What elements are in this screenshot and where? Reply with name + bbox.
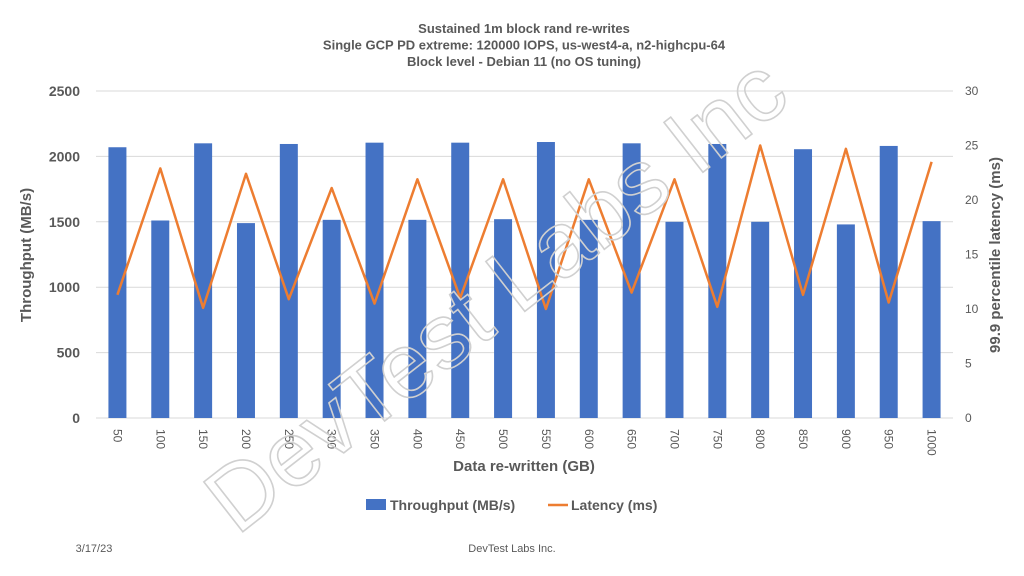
legend: Throughput (MB/s) Latency (ms) [366,497,657,513]
throughput-bar [751,221,770,418]
legend-line-label: Latency (ms) [571,497,657,513]
x-axis-title: Data re-written (GB) [453,458,595,475]
x-tick-label: 600 [582,429,596,449]
chart-title-line: Single GCP PD extreme: 120000 IOPS, us-w… [323,38,726,53]
y2-tick-label: 25 [965,139,979,153]
y2-tick-label: 30 [965,84,979,98]
x-tick-label: 550 [539,429,553,449]
y2-axis-ticks: 0 5 10 15 20 25 30 [965,84,979,425]
throughput-bar [408,219,427,418]
latency-polyline [116,144,933,311]
y-tick-label: 2000 [49,148,80,164]
y-axis-title: Throughput (MB/s) [18,188,35,322]
throughput-bar [794,149,813,418]
throughput-bar [622,143,641,418]
x-tick-label: 950 [882,429,896,449]
throughput-bar [451,142,470,418]
y2-tick-label: 20 [965,193,979,207]
throughput-bar [922,221,941,418]
throughput-bar [494,219,513,418]
legend-bar-swatch [366,499,386,510]
chart-title: Sustained 1m block rand re-writes Single … [323,21,726,69]
y-tick-label: 500 [57,345,81,361]
legend-bar-label: Throughput (MB/s) [390,497,515,513]
x-tick-label: 850 [796,429,810,449]
x-tick-label: 400 [410,429,424,449]
x-tick-label: 250 [282,429,296,449]
x-axis-ticks: 50 100 150 200 250 300 350 400 450 500 550 600 650 70… [110,429,938,456]
x-tick-label: 750 [710,429,724,449]
throughput-bar [665,221,684,418]
x-tick-label: 150 [196,429,210,449]
x-tick-label: 350 [368,429,382,449]
x-tick-label: 200 [239,429,253,449]
latency-line [116,144,933,311]
throughput-bar [279,143,298,418]
throughput-bar [365,142,384,418]
y2-tick-label: 15 [965,248,979,262]
footer-date: 3/17/23 [76,543,113,555]
x-tick-label: 800 [753,429,767,449]
y2-axis-title: 99.9 percentile latency (ms) [987,157,1004,353]
y2-tick-label: 0 [965,411,972,425]
y-tick-label: 2500 [49,83,80,99]
y-tick-label: 1000 [49,279,80,295]
y2-tick-label: 5 [965,357,972,371]
y-tick-label: 0 [72,410,80,426]
throughput-bar [708,143,727,418]
x-tick-label: 1000 [925,429,939,456]
throughput-bar [151,220,170,418]
throughput-bar [236,223,255,418]
y2-tick-label: 10 [965,302,979,316]
x-tick-label: 450 [453,429,467,449]
x-tick-label: 300 [325,429,339,449]
throughput-bar [579,219,598,418]
x-tick-label: 100 [153,429,167,449]
throughput-bar [194,143,213,418]
throughput-bar [322,219,341,418]
footer-company: DevTest Labs Inc. [468,543,555,555]
throughput-bars [108,142,941,418]
chart-title-line: Block level - Debian 11 (no OS tuning) [407,54,641,69]
throughput-bar [108,147,127,418]
y-tick-label: 1500 [49,214,80,230]
throughput-bar [536,142,555,418]
x-tick-label: 50 [110,429,124,443]
x-tick-label: 650 [625,429,639,449]
x-tick-label: 700 [668,429,682,449]
throughput-bar [836,224,855,418]
x-tick-label: 900 [839,429,853,449]
chart-title-line: Sustained 1m block rand re-writes [418,21,630,36]
x-tick-label: 500 [496,429,510,449]
y-axis-ticks: 0 500 1000 1500 2000 2500 [49,83,80,426]
throughput-bar [879,145,898,418]
